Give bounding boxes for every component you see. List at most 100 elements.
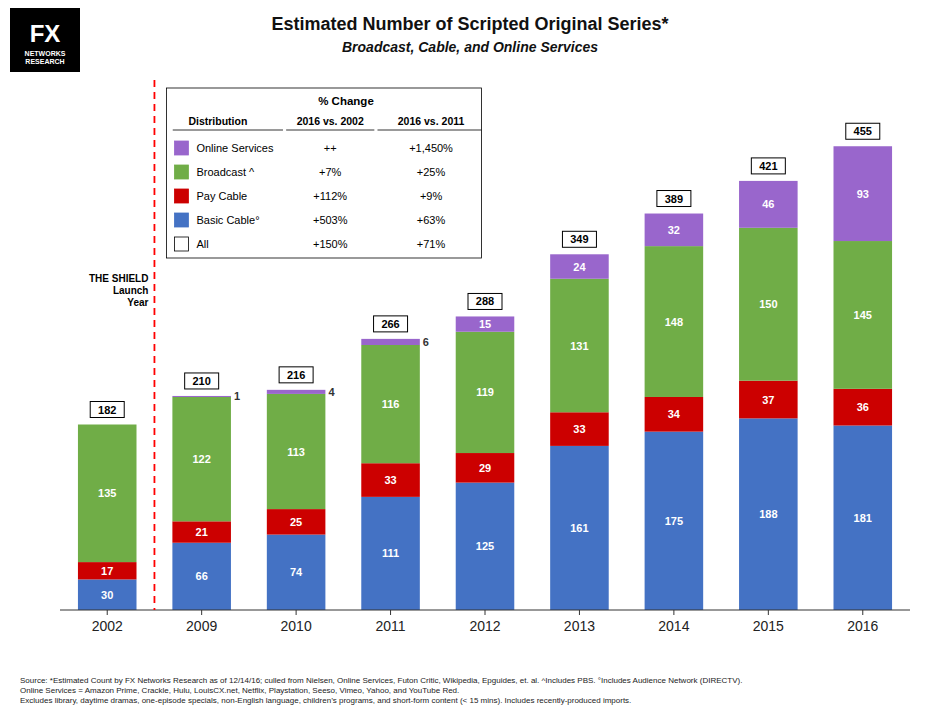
source-line: Online Services = Amazon Prime, Crackle,… — [20, 686, 459, 695]
data-label: 116 — [382, 398, 400, 410]
legend-change: +112% — [313, 190, 347, 202]
total-label: 389 — [665, 193, 683, 205]
logo-subtitle: NETWORKSRESEARCH — [25, 50, 66, 65]
x-tick-label: 2009 — [186, 618, 217, 634]
text-line: Launch — [113, 285, 149, 296]
bar-segment — [172, 396, 231, 397]
data-label: 33 — [573, 423, 585, 435]
text-line: RESEARCH — [25, 58, 64, 65]
text-line: Year — [127, 297, 148, 308]
logo-title: FX — [30, 20, 61, 47]
x-tick — [201, 610, 202, 615]
subtitle: Broadcast, Cable, and Online Services — [342, 39, 598, 55]
total-box — [846, 123, 880, 139]
bar-segment — [172, 397, 231, 521]
total-label: 182 — [98, 404, 116, 416]
bar-segment — [361, 339, 420, 345]
bar-segment — [456, 453, 515, 483]
x-tick — [296, 610, 297, 615]
legend-label: Pay Cable — [196, 190, 247, 202]
legend-change: +1,450% — [409, 142, 453, 154]
data-label: 145 — [854, 309, 872, 321]
logo-box — [10, 8, 80, 72]
data-label: 135 — [98, 487, 116, 499]
bar-segment — [267, 394, 326, 509]
legend-label: Online Services — [196, 142, 274, 154]
data-label: 33 — [384, 474, 396, 486]
x-tick-label: 2014 — [658, 618, 689, 634]
total-label: 216 — [287, 369, 305, 381]
data-label: 36 — [857, 401, 869, 413]
data-label: 125 — [476, 540, 494, 552]
bar-segment — [550, 412, 609, 446]
legend-swatch — [174, 165, 188, 179]
total-box — [90, 402, 124, 418]
bar-segment — [361, 345, 420, 463]
bar-segment — [550, 254, 609, 278]
x-tick — [862, 610, 863, 615]
legend-change: +9% — [420, 190, 443, 202]
data-label: 15 — [479, 318, 491, 330]
x-tick-label: 2012 — [469, 618, 500, 634]
source-line: Excludes library, daytime dramas, one-ep… — [20, 696, 631, 705]
total-box — [562, 231, 596, 247]
bar-segment — [739, 228, 798, 381]
total-box — [751, 158, 785, 174]
legend-change: +150% — [313, 238, 348, 250]
x-tick-label: 2013 — [564, 618, 595, 634]
bars — [78, 146, 892, 610]
bar-segment — [645, 246, 704, 397]
title: Estimated Number of Scripted Original Se… — [271, 14, 668, 34]
bar-segment — [834, 389, 893, 426]
x-axis: 200220092010201120122013201420152016 — [60, 610, 910, 634]
data-label: 181 — [854, 512, 872, 524]
data-label: 4 — [328, 386, 335, 398]
bar-segment — [739, 181, 798, 228]
bar-segment — [645, 432, 704, 610]
source-line: Source: *Estimated Count by FX Networks … — [20, 676, 742, 685]
total-box — [657, 191, 691, 207]
bar-segment — [78, 425, 137, 563]
legend-change: ++ — [324, 142, 337, 154]
data-label: 37 — [762, 394, 774, 406]
legend-underline — [286, 130, 374, 131]
bar-segment — [834, 241, 893, 389]
legend-change: +503% — [313, 214, 348, 226]
bar-segment — [172, 543, 231, 610]
legend-label: Broadcast ^ — [196, 166, 255, 178]
data-label: 21 — [196, 526, 208, 538]
legend-swatch — [174, 237, 188, 251]
legend-label: All — [196, 238, 208, 250]
x-tick-label: 2010 — [281, 618, 312, 634]
x-tick-label: 2002 — [92, 618, 123, 634]
legend-underline — [173, 130, 283, 131]
data-label: 34 — [668, 408, 681, 420]
bar-segment — [739, 418, 798, 610]
legend-title: % Change — [318, 95, 374, 107]
data-label: 161 — [570, 522, 588, 534]
bar-segment — [550, 446, 609, 610]
legend: % ChangeDistribution2016 vs. 20022016 vs… — [166, 88, 481, 258]
data-label: 188 — [759, 508, 777, 520]
background — [0, 0, 940, 711]
data-label: 66 — [196, 570, 208, 582]
bar-segment — [78, 579, 137, 610]
total-box — [279, 367, 313, 383]
bar-segment — [645, 397, 704, 432]
bar-segment — [361, 497, 420, 610]
data-label: 6 — [423, 336, 429, 348]
total-labels: 182210216266288349389421455 — [90, 123, 880, 417]
bar-segment — [267, 535, 326, 610]
legend-change: +7% — [319, 166, 342, 178]
total-label: 210 — [192, 375, 210, 387]
total-label: 455 — [854, 125, 872, 137]
x-tick — [485, 610, 486, 615]
data-label: 1 — [234, 390, 240, 402]
chart: Estimated Number of Scripted Original Se… — [0, 0, 940, 711]
text-line: NETWORKS — [25, 50, 66, 57]
x-tick — [768, 610, 769, 615]
x-tick-label: 2015 — [753, 618, 784, 634]
legend-header: Distribution — [188, 115, 247, 127]
data-label: 25 — [290, 516, 302, 528]
bar-segment — [267, 390, 326, 394]
